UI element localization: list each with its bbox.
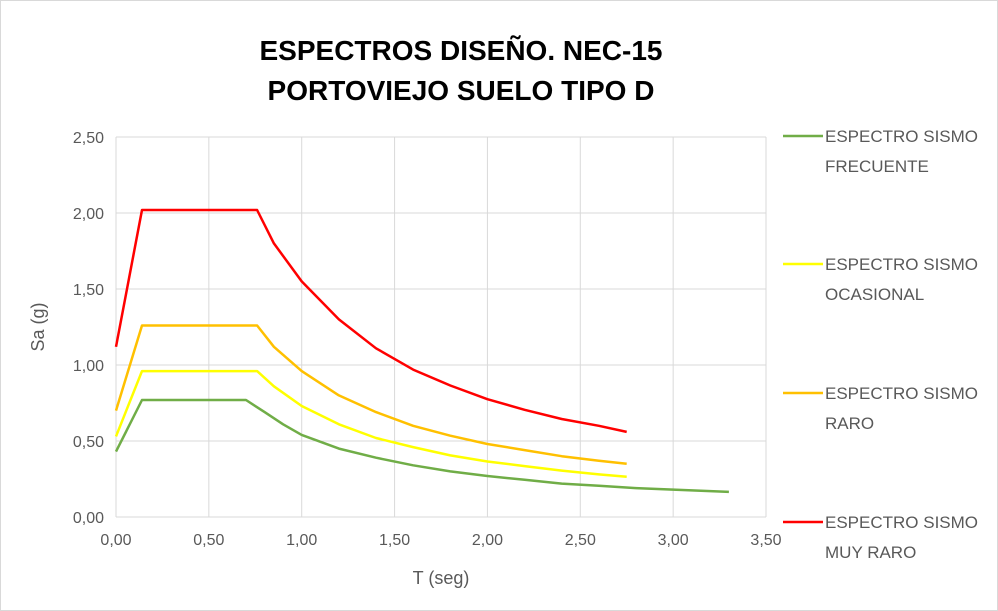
series-line-3	[114, 324, 627, 466]
legend-label-1: FRECUENTE	[825, 157, 929, 176]
chart-title-line-1: ESPECTROS DISEÑO. NEC-15	[259, 35, 663, 66]
x-tick-label: 1,00	[286, 532, 317, 549]
legend-label-4: MUY RARO	[825, 543, 916, 562]
y-tick-label: 0,00	[73, 510, 104, 527]
y-tick-label: 2,00	[73, 206, 104, 223]
x-tick-label: 3,50	[750, 532, 781, 549]
x-tick-label: 0,50	[193, 532, 224, 549]
legend-label-4: ESPECTRO SISMO	[825, 513, 978, 532]
series-line-4	[114, 208, 627, 434]
x-tick-label: 3,00	[658, 532, 689, 549]
x-tick-label: 2,50	[565, 532, 596, 549]
series-line-1	[114, 398, 729, 494]
x-axis-title: T (seg)	[413, 568, 470, 588]
y-tick-label: 2,50	[73, 130, 104, 147]
legend-label-3: RARO	[825, 414, 874, 433]
chart-title-line-2: PORTOVIEJO SUELO TIPO D	[267, 75, 655, 106]
y-tick-label: 1,00	[73, 358, 104, 375]
x-tick-label: 2,00	[472, 532, 503, 549]
x-tick-label: 0,00	[100, 532, 131, 549]
legend-label-2: OCASIONAL	[825, 285, 924, 304]
y-tick-label: 0,50	[73, 434, 104, 451]
y-axis-title: Sa (g)	[28, 302, 48, 351]
series-line-2	[114, 369, 627, 478]
legend-label-3: ESPECTRO SISMO	[825, 384, 978, 403]
legend-label-1: ESPECTRO SISMO	[825, 127, 978, 146]
legend-label-2: ESPECTRO SISMO	[825, 255, 978, 274]
x-tick-label: 1,50	[379, 532, 410, 549]
y-tick-label: 1,50	[73, 282, 104, 299]
chart-title: ESPECTROS DISEÑO. NEC-15 PORTOVIEJO SUEL…	[181, 31, 741, 111]
